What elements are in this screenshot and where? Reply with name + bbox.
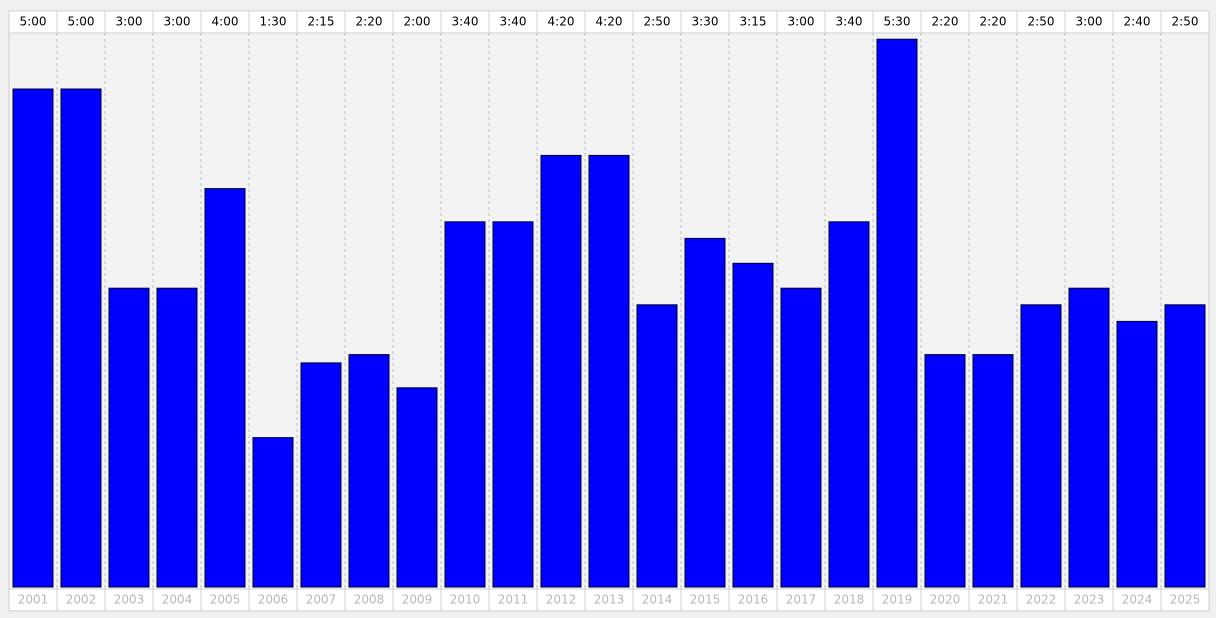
x-tick-label: 2002 [66,593,97,607]
value-label: 2:20 [356,15,383,29]
x-tick-label: 2014 [642,593,673,607]
value-label: 5:30 [884,15,911,29]
bar [972,354,1014,588]
value-label: 4:00 [212,15,239,29]
bar [444,221,486,588]
bar [300,362,342,588]
x-tick-label: 2011 [498,593,529,607]
value-label: 1:30 [260,15,287,29]
value-label: 2:00 [404,15,431,29]
value-label: 3:00 [116,15,143,29]
x-tick-label: 2009 [402,593,433,607]
bar [1164,304,1206,588]
bar [876,38,918,588]
bar [684,237,726,588]
x-tick-label: 2015 [690,593,721,607]
x-tick-label: 2003 [114,593,145,607]
bar [60,88,102,588]
x-tick-label: 2023 [1074,593,1105,607]
bar [1068,287,1110,588]
value-label: 2:50 [1172,15,1199,29]
x-tick-label: 2004 [162,593,193,607]
bar [1020,304,1062,588]
x-tick-label: 2020 [930,593,961,607]
bottom-label-row [8,588,1210,612]
x-tick-label: 2018 [834,593,865,607]
bar [348,354,390,588]
bar [828,221,870,588]
bar [108,287,150,588]
x-tick-label: 2022 [1026,593,1057,607]
x-tick-label: 2025 [1170,593,1201,607]
bar [540,154,582,588]
x-tick-label: 2016 [738,593,769,607]
bar [492,221,534,588]
x-tick-label: 2005 [210,593,241,607]
x-tick-label: 2001 [18,593,49,607]
bar [636,304,678,588]
value-label: 3:40 [836,15,863,29]
x-tick-label: 2006 [258,593,289,607]
value-label: 2:50 [644,15,671,29]
x-tick-label: 2017 [786,593,817,607]
bar [588,154,630,588]
x-tick-label: 2007 [306,593,337,607]
bar [12,88,54,588]
value-label: 5:00 [20,15,47,29]
x-tick-label: 2010 [450,593,481,607]
bar [732,262,774,588]
x-tick-label: 2024 [1122,593,1153,607]
value-label: 2:20 [980,15,1007,29]
bar [780,287,822,588]
bar [1116,320,1158,588]
value-label: 2:40 [1124,15,1151,29]
bar [924,354,966,588]
value-label: 3:40 [452,15,479,29]
x-tick-label: 2021 [978,593,1009,607]
bar [252,437,294,588]
bar [204,188,246,588]
value-label: 2:50 [1028,15,1055,29]
x-tick-label: 2019 [882,593,913,607]
value-label: 4:20 [596,15,623,29]
top-label-row [8,10,1210,34]
value-label: 3:00 [164,15,191,29]
bar [396,387,438,588]
bar [156,287,198,588]
value-label: 3:00 [1076,15,1103,29]
x-tick-label: 2012 [546,593,577,607]
x-tick-label: 2008 [354,593,385,607]
value-label: 3:00 [788,15,815,29]
x-tick-label: 2013 [594,593,625,607]
value-label: 2:15 [308,15,335,29]
value-label: 3:30 [692,15,719,29]
value-label: 2:20 [932,15,959,29]
value-label: 3:15 [740,15,767,29]
value-label: 4:20 [548,15,575,29]
value-label: 5:00 [68,15,95,29]
value-label: 3:40 [500,15,527,29]
